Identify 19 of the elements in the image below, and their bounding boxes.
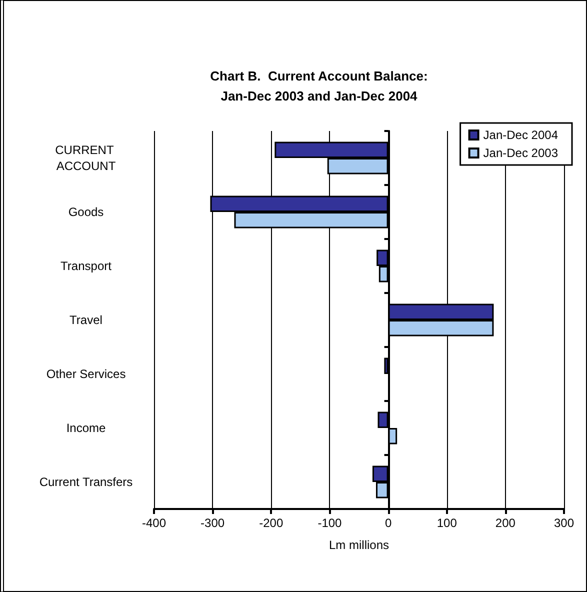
y-tick-label: Goods: [68, 205, 104, 219]
x-axis-title: Lm millions: [328, 538, 390, 552]
y-tick-label: CURRENT ACCOUNT: [55, 143, 117, 173]
legend-label: Jan-Dec 2003: [483, 146, 558, 160]
x-tick-label: -400: [142, 516, 166, 530]
y-tick-label: Income: [66, 421, 106, 435]
x-tick-label: 200: [495, 516, 516, 530]
x-tick-label: -100: [318, 516, 342, 530]
legend-label: Jan-Dec 2004: [483, 128, 558, 142]
y-tick-label: Current Transfers: [39, 475, 133, 489]
y-tick-label: Travel: [70, 313, 102, 327]
x-tick-label: -200: [259, 516, 284, 530]
chart-title: Chart B. Current Account Balance: Jan-Dec 2003 and Jan-Dec 2004: [210, 68, 428, 104]
y-tick-label: Transport: [60, 259, 112, 273]
x-tick-label: 100: [436, 516, 458, 530]
x-tick-label: 300: [554, 516, 574, 530]
y-tick-label: Other Services: [46, 367, 126, 381]
x-tick-label: -300: [200, 516, 225, 530]
x-tick-label: 0: [384, 516, 392, 530]
